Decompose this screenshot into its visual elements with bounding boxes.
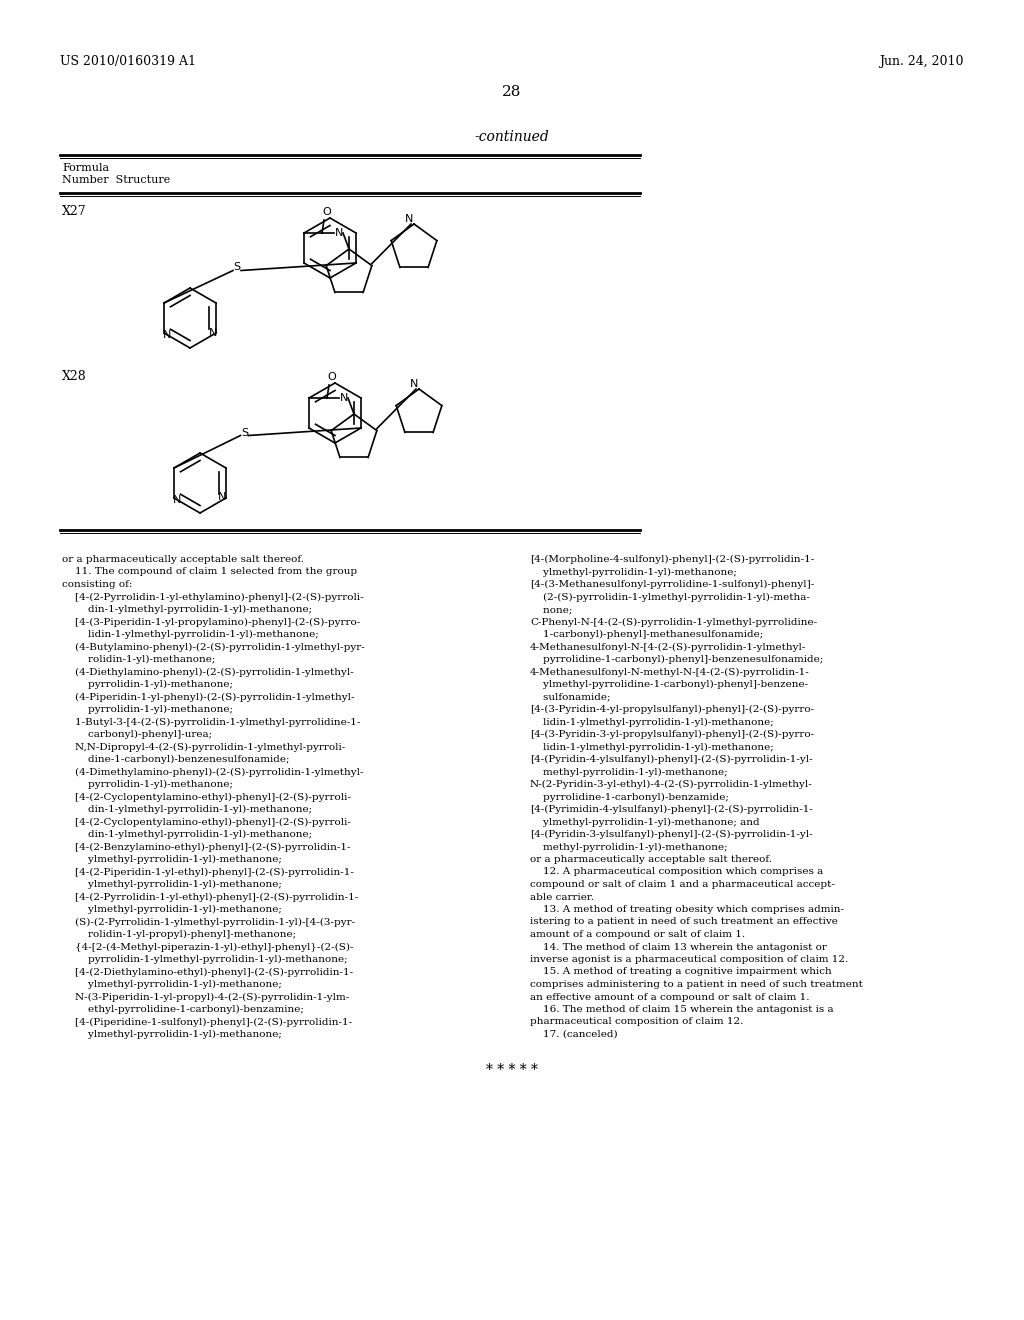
Text: 1-Butyl-3-[4-(2-(S)-pyrrolidin-1-ylmethyl-pyrrolidine-1-: 1-Butyl-3-[4-(2-(S)-pyrrolidin-1-ylmethy… [62,718,360,726]
Text: din-1-ylmethyl-pyrrolidin-1-yl)-methanone;: din-1-ylmethyl-pyrrolidin-1-yl)-methanon… [62,805,312,814]
Text: O: O [328,372,337,381]
Text: pyrrolidin-1-yl)-methanone;: pyrrolidin-1-yl)-methanone; [62,705,233,714]
Text: N: N [335,228,343,238]
Text: Formula: Formula [62,162,110,173]
Text: [4-(3-Piperidin-1-yl-propylamino)-phenyl]-(2-(S)-pyrro-: [4-(3-Piperidin-1-yl-propylamino)-phenyl… [62,618,360,627]
Text: [4-(Pyrimidin-4-ylsulfanyl)-phenyl]-(2-(S)-pyrrolidin-1-: [4-(Pyrimidin-4-ylsulfanyl)-phenyl]-(2-(… [530,805,813,814]
Text: comprises administering to a patient in need of such treatment: comprises administering to a patient in … [530,979,863,989]
Text: or a pharmaceutically acceptable salt thereof.: or a pharmaceutically acceptable salt th… [62,554,304,564]
Text: sulfonamide;: sulfonamide; [530,693,610,701]
Text: {4-[2-(4-Methyl-piperazin-1-yl)-ethyl]-phenyl}-(2-(S)-: {4-[2-(4-Methyl-piperazin-1-yl)-ethyl]-p… [62,942,353,952]
Text: rolidin-1-yl)-methanone;: rolidin-1-yl)-methanone; [62,655,215,664]
Text: N: N [173,495,181,506]
Text: carbonyl)-phenyl]-urea;: carbonyl)-phenyl]-urea; [62,730,212,739]
Text: 14. The method of claim 13 wherein the antagonist or: 14. The method of claim 13 wherein the a… [530,942,826,952]
Text: S: S [241,428,248,437]
Text: [4-(2-Cyclopentylamino-ethyl)-phenyl]-(2-(S)-pyrroli-: [4-(2-Cyclopentylamino-ethyl)-phenyl]-(2… [62,817,351,826]
Text: compound or salt of claim 1 and a pharmaceutical accept-: compound or salt of claim 1 and a pharma… [530,880,835,888]
Text: (S)-(2-Pyrrolidin-1-ylmethyl-pyrrolidin-1-yl)-[4-(3-pyr-: (S)-(2-Pyrrolidin-1-ylmethyl-pyrrolidin-… [62,917,355,927]
Text: O: O [323,207,332,216]
Text: (4-Dimethylamino-phenyl)-(2-(S)-pyrrolidin-1-ylmethyl-: (4-Dimethylamino-phenyl)-(2-(S)-pyrrolid… [62,767,364,776]
Text: N: N [218,492,226,502]
Text: (4-Piperidin-1-yl-phenyl)-(2-(S)-pyrrolidin-1-ylmethyl-: (4-Piperidin-1-yl-phenyl)-(2-(S)-pyrroli… [62,693,354,702]
Text: [4-(Pyridin-4-ylsulfanyl)-phenyl]-(2-(S)-pyrrolidin-1-yl-: [4-(Pyridin-4-ylsulfanyl)-phenyl]-(2-(S)… [530,755,813,764]
Text: 13. A method of treating obesity which comprises admin-: 13. A method of treating obesity which c… [530,906,844,913]
Text: N-(3-Piperidin-1-yl-propyl)-4-(2-(S)-pyrrolidin-1-ylm-: N-(3-Piperidin-1-yl-propyl)-4-(2-(S)-pyr… [62,993,349,1002]
Text: ylmethyl-pyrrolidin-1-yl)-methanone; and: ylmethyl-pyrrolidin-1-yl)-methanone; and [530,817,760,826]
Text: [4-(3-Methanesulfonyl-pyrrolidine-1-sulfonyl)-phenyl]-: [4-(3-Methanesulfonyl-pyrrolidine-1-sulf… [530,579,814,589]
Text: 12. A pharmaceutical composition which comprises a: 12. A pharmaceutical composition which c… [530,867,823,876]
Text: [4-(2-Cyclopentylamino-ethyl)-phenyl]-(2-(S)-pyrroli-: [4-(2-Cyclopentylamino-ethyl)-phenyl]-(2… [62,792,351,801]
Text: [4-(2-Benzylamino-ethyl)-phenyl]-(2-(S)-pyrrolidin-1-: [4-(2-Benzylamino-ethyl)-phenyl]-(2-(S)-… [62,842,350,851]
Text: N: N [410,379,418,389]
Text: 16. The method of claim 15 wherein the antagonist is a: 16. The method of claim 15 wherein the a… [530,1005,834,1014]
Text: ylmethyl-pyrrolidin-1-yl)-methanone;: ylmethyl-pyrrolidin-1-yl)-methanone; [62,1030,282,1039]
Text: X28: X28 [62,370,87,383]
Text: rolidin-1-yl-propyl)-phenyl]-methanone;: rolidin-1-yl-propyl)-phenyl]-methanone; [62,931,296,939]
Text: pharmaceutical composition of claim 12.: pharmaceutical composition of claim 12. [530,1018,743,1027]
Text: [4-(Piperidine-1-sulfonyl)-phenyl]-(2-(S)-pyrrolidin-1-: [4-(Piperidine-1-sulfonyl)-phenyl]-(2-(S… [62,1018,352,1027]
Text: [4-(2-Pyrrolidin-1-yl-ethylamino)-phenyl]-(2-(S)-pyrroli-: [4-(2-Pyrrolidin-1-yl-ethylamino)-phenyl… [62,593,364,602]
Text: dine-1-carbonyl)-benzenesulfonamide;: dine-1-carbonyl)-benzenesulfonamide; [62,755,290,764]
Text: din-1-ylmethyl-pyrrolidin-1-yl)-methanone;: din-1-ylmethyl-pyrrolidin-1-yl)-methanon… [62,830,312,840]
Text: (4-Butylamino-phenyl)-(2-(S)-pyrrolidin-1-ylmethyl-pyr-: (4-Butylamino-phenyl)-(2-(S)-pyrrolidin-… [62,643,365,652]
Text: amount of a compound or salt of claim 1.: amount of a compound or salt of claim 1. [530,931,745,939]
Text: methyl-pyrrolidin-1-yl)-methanone;: methyl-pyrrolidin-1-yl)-methanone; [530,842,728,851]
Text: * * * * *: * * * * * [486,1063,538,1077]
Text: [4-(2-Piperidin-1-yl-ethyl)-phenyl]-(2-(S)-pyrrolidin-1-: [4-(2-Piperidin-1-yl-ethyl)-phenyl]-(2-(… [62,867,354,876]
Text: S: S [233,263,241,272]
Text: X27: X27 [62,205,87,218]
Text: none;: none; [530,605,572,614]
Text: inverse agonist is a pharmaceutical composition of claim 12.: inverse agonist is a pharmaceutical comp… [530,954,848,964]
Text: ylmethyl-pyrrolidin-1-yl)-methanone;: ylmethyl-pyrrolidin-1-yl)-methanone; [62,979,282,989]
Text: [4-(2-Diethylamino-ethyl)-phenyl]-(2-(S)-pyrrolidin-1-: [4-(2-Diethylamino-ethyl)-phenyl]-(2-(S)… [62,968,353,977]
Text: istering to a patient in need of such treatment an effective: istering to a patient in need of such tr… [530,917,838,927]
Text: N-(2-Pyridin-3-yl-ethyl)-4-(2-(S)-pyrrolidin-1-ylmethyl-: N-(2-Pyridin-3-yl-ethyl)-4-(2-(S)-pyrrol… [530,780,813,789]
Text: 17. (canceled): 17. (canceled) [530,1030,617,1039]
Text: N: N [404,214,414,224]
Text: pyrrolidin-1-ylmethyl-pyrrolidin-1-yl)-methanone;: pyrrolidin-1-ylmethyl-pyrrolidin-1-yl)-m… [62,954,347,964]
Text: lidin-1-ylmethyl-pyrrolidin-1-yl)-methanone;: lidin-1-ylmethyl-pyrrolidin-1-yl)-methan… [530,742,774,751]
Text: lidin-1-ylmethyl-pyrrolidin-1-yl)-methanone;: lidin-1-ylmethyl-pyrrolidin-1-yl)-methan… [62,630,318,639]
Text: (4-Diethylamino-phenyl)-(2-(S)-pyrrolidin-1-ylmethyl-: (4-Diethylamino-phenyl)-(2-(S)-pyrrolidi… [62,668,353,677]
Text: ylmethyl-pyrrolidin-1-yl)-methanone;: ylmethyl-pyrrolidin-1-yl)-methanone; [62,906,282,915]
Text: [4-(2-Pyrrolidin-1-yl-ethyl)-phenyl]-(2-(S)-pyrrolidin-1-: [4-(2-Pyrrolidin-1-yl-ethyl)-phenyl]-(2-… [62,892,358,902]
Text: pyrrolidin-1-yl)-methanone;: pyrrolidin-1-yl)-methanone; [62,680,233,689]
Text: N: N [340,393,348,403]
Text: 15. A method of treating a cognitive impairment which: 15. A method of treating a cognitive imp… [530,968,831,977]
Text: lidin-1-ylmethyl-pyrrolidin-1-yl)-methanone;: lidin-1-ylmethyl-pyrrolidin-1-yl)-methan… [530,718,774,726]
Text: ylmethyl-pyrrolidin-1-yl)-methanone;: ylmethyl-pyrrolidin-1-yl)-methanone; [530,568,737,577]
Text: ylmethyl-pyrrolidine-1-carbonyl)-phenyl]-benzene-: ylmethyl-pyrrolidine-1-carbonyl)-phenyl]… [530,680,808,689]
Text: US 2010/0160319 A1: US 2010/0160319 A1 [60,55,196,69]
Text: -continued: -continued [475,129,549,144]
Text: able carrier.: able carrier. [530,892,594,902]
Text: pyrrolidine-1-carbonyl)-phenyl]-benzenesulfonamide;: pyrrolidine-1-carbonyl)-phenyl]-benzenes… [530,655,823,664]
Text: pyrrolidin-1-yl)-methanone;: pyrrolidin-1-yl)-methanone; [62,780,233,789]
Text: ylmethyl-pyrrolidin-1-yl)-methanone;: ylmethyl-pyrrolidin-1-yl)-methanone; [62,855,282,865]
Text: 11. The compound of claim 1 selected from the group: 11. The compound of claim 1 selected fro… [62,568,357,577]
Text: methyl-pyrrolidin-1-yl)-methanone;: methyl-pyrrolidin-1-yl)-methanone; [530,767,728,776]
Text: an effective amount of a compound or salt of claim 1.: an effective amount of a compound or sal… [530,993,810,1002]
Text: 4-Methanesulfonyl-N-methyl-N-[4-(2-(S)-pyrrolidin-1-: 4-Methanesulfonyl-N-methyl-N-[4-(2-(S)-p… [530,668,810,677]
Text: pyrrolidine-1-carbonyl)-benzamide;: pyrrolidine-1-carbonyl)-benzamide; [530,792,729,801]
Text: N,N-Dipropyl-4-(2-(S)-pyrrolidin-1-ylmethyl-pyrroli-: N,N-Dipropyl-4-(2-(S)-pyrrolidin-1-ylmet… [62,742,345,751]
Text: din-1-ylmethyl-pyrrolidin-1-yl)-methanone;: din-1-ylmethyl-pyrrolidin-1-yl)-methanon… [62,605,312,614]
Text: consisting of:: consisting of: [62,579,132,589]
Text: 4-Methanesulfonyl-N-[4-(2-(S)-pyrrolidin-1-ylmethyl-: 4-Methanesulfonyl-N-[4-(2-(S)-pyrrolidin… [530,643,806,652]
Text: N: N [163,330,171,341]
Text: [4-(Morpholine-4-sulfonyl)-phenyl]-(2-(S)-pyrrolidin-1-: [4-(Morpholine-4-sulfonyl)-phenyl]-(2-(S… [530,554,814,564]
Text: 1-carbonyl)-phenyl]-methanesulfonamide;: 1-carbonyl)-phenyl]-methanesulfonamide; [530,630,763,639]
Text: N: N [209,327,217,338]
Text: 28: 28 [503,84,521,99]
Text: Number  Structure: Number Structure [62,176,170,185]
Text: [4-(3-Pyridin-3-yl-propylsulfanyl)-phenyl]-(2-(S)-pyrro-: [4-(3-Pyridin-3-yl-propylsulfanyl)-pheny… [530,730,814,739]
Text: (2-(S)-pyrrolidin-1-ylmethyl-pyrrolidin-1-yl)-metha-: (2-(S)-pyrrolidin-1-ylmethyl-pyrrolidin-… [530,593,810,602]
Text: ethyl-pyrrolidine-1-carbonyl)-benzamine;: ethyl-pyrrolidine-1-carbonyl)-benzamine; [62,1005,304,1014]
Text: or a pharmaceutically acceptable salt thereof.: or a pharmaceutically acceptable salt th… [530,855,772,865]
Text: C-Phenyl-N-[4-(2-(S)-pyrrolidin-1-ylmethyl-pyrrolidine-: C-Phenyl-N-[4-(2-(S)-pyrrolidin-1-ylmeth… [530,618,817,627]
Text: [4-(3-Pyridin-4-yl-propylsulfanyl)-phenyl]-(2-(S)-pyrro-: [4-(3-Pyridin-4-yl-propylsulfanyl)-pheny… [530,705,814,714]
Text: ylmethyl-pyrrolidin-1-yl)-methanone;: ylmethyl-pyrrolidin-1-yl)-methanone; [62,880,282,890]
Text: Jun. 24, 2010: Jun. 24, 2010 [880,55,964,69]
Text: [4-(Pyridin-3-ylsulfanyl)-phenyl]-(2-(S)-pyrrolidin-1-yl-: [4-(Pyridin-3-ylsulfanyl)-phenyl]-(2-(S)… [530,830,813,840]
